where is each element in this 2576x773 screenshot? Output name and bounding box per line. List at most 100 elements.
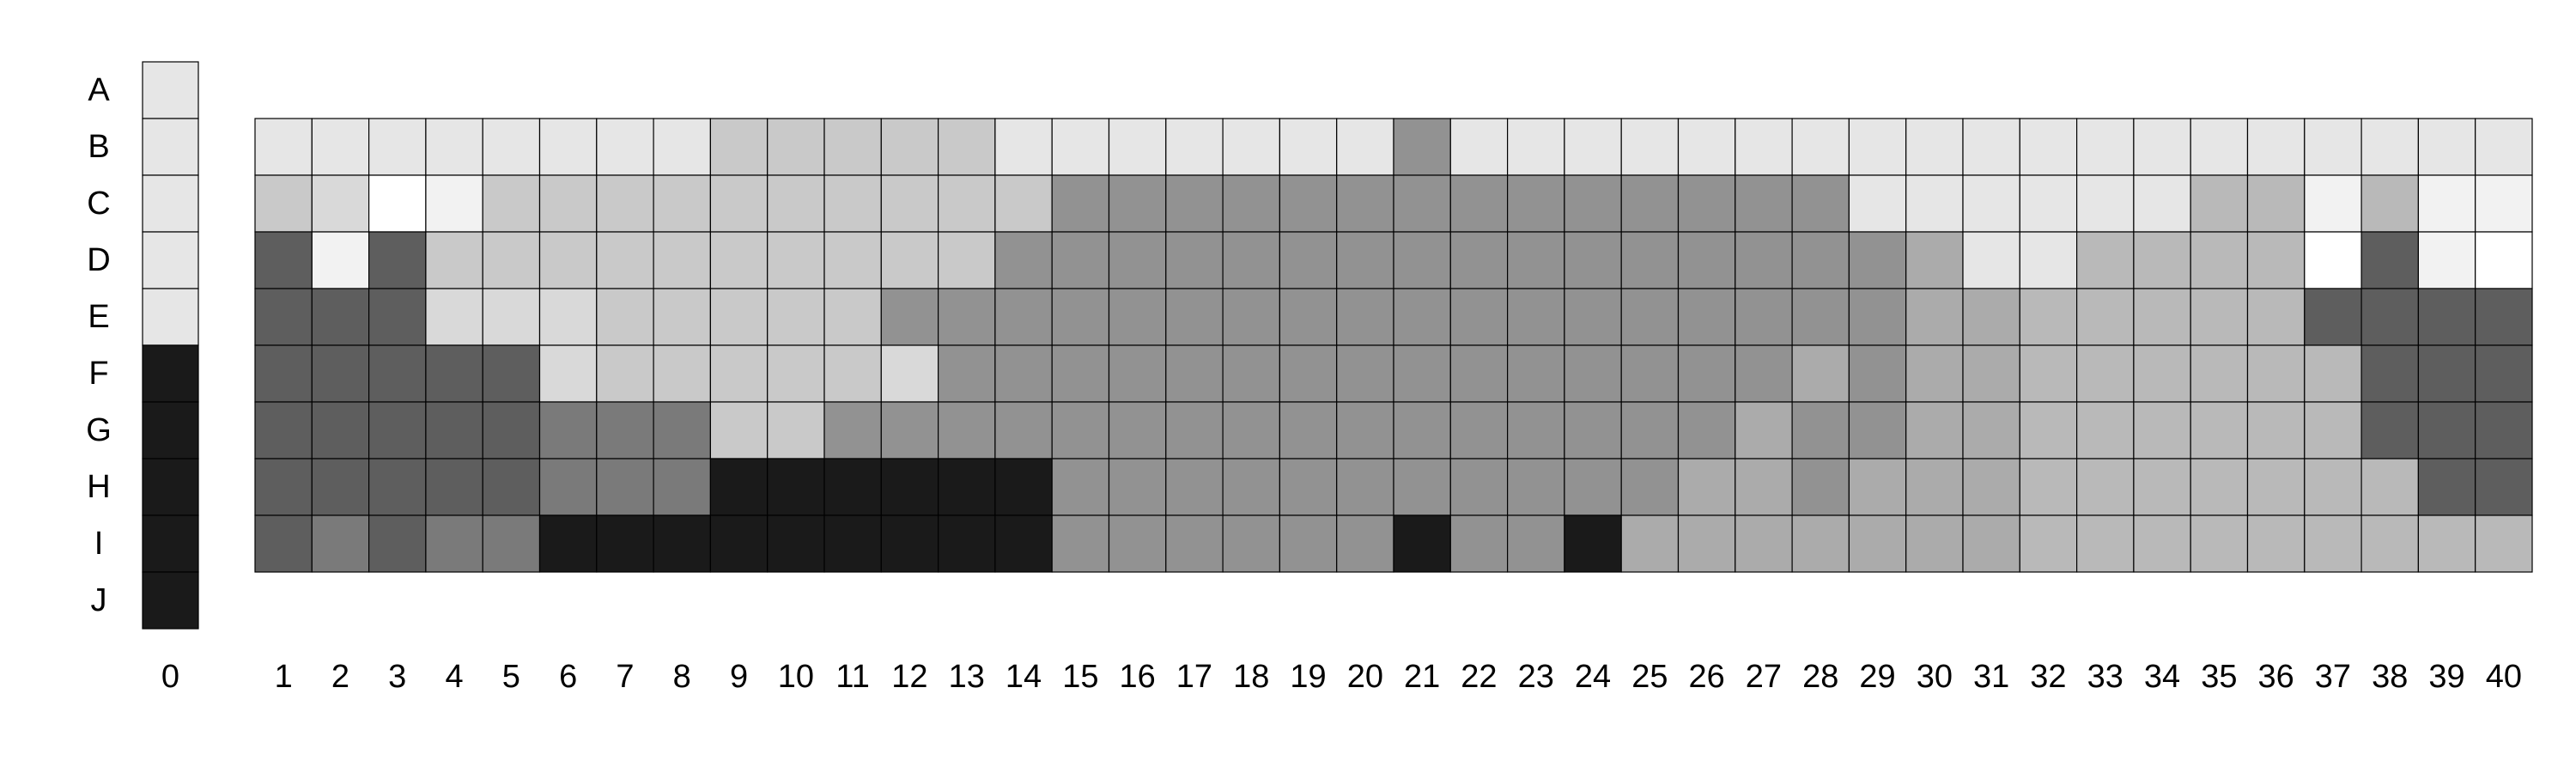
cell-D-9 [709,231,769,289]
cell-B-29 [1848,118,1907,176]
cell-D-27 [1735,231,1793,289]
cell-B-21 [1393,118,1451,176]
cell-G-6 [538,401,598,460]
cell-E-20 [1336,288,1394,346]
cell-G-29 [1848,401,1907,460]
cell-H-39 [2417,458,2476,516]
cell-D-38 [2360,231,2420,289]
cell-I-31 [1962,514,2020,573]
cell-C-30 [1905,174,1964,233]
cell-H-32 [2019,458,2078,516]
cell-I-30 [1905,514,1964,573]
cell-I-0 [142,514,199,573]
cell-B-20 [1336,118,1394,176]
cell-F-40 [2475,344,2533,403]
cell-H-23 [1506,458,1565,516]
cell-D-17 [1165,231,1224,289]
cell-G-21 [1393,401,1451,460]
cell-H-25 [1620,458,1680,516]
column-label-12: 12 [891,659,927,695]
cell-H-28 [1791,458,1850,516]
cell-B-39 [2417,118,2476,176]
cell-H-1 [254,458,313,516]
cell-I-1 [254,514,313,573]
cell-C-2 [311,174,370,233]
cell-G-1 [254,401,313,460]
cell-E-2 [311,288,370,346]
cell-C-15 [1051,174,1110,233]
column-label-17: 17 [1176,659,1212,695]
column-label-9: 9 [730,659,748,695]
cell-H-10 [767,458,825,516]
cell-F-32 [2019,344,2078,403]
cell-B-5 [482,118,541,176]
cell-D-21 [1393,231,1451,289]
cell-E-23 [1506,288,1565,346]
column-label-38: 38 [2372,659,2408,695]
column-label-7: 7 [616,659,634,695]
cell-F-11 [823,344,882,403]
cell-B-31 [1962,118,2020,176]
column-label-28: 28 [1802,659,1838,695]
cell-D-7 [596,231,654,289]
column-label-2: 2 [331,659,349,695]
row-label-G: G [86,412,112,448]
cell-I-35 [2190,514,2249,573]
cell-B-16 [1108,118,1167,176]
cell-F-19 [1279,344,1338,403]
cell-D-29 [1848,231,1907,289]
cell-D-34 [2133,231,2191,289]
cell-E-16 [1108,288,1167,346]
cell-B-33 [2076,118,2135,176]
cell-I-22 [1449,514,1509,573]
cell-C-21 [1393,174,1451,233]
cell-G-25 [1620,401,1680,460]
cell-E-37 [2304,288,2362,346]
cell-I-40 [2475,514,2533,573]
cell-D-23 [1506,231,1565,289]
row-label-A: A [88,72,110,108]
cell-F-2 [311,344,370,403]
cell-E-22 [1449,288,1509,346]
cell-C-7 [596,174,654,233]
cell-J-0 [142,571,199,630]
cell-D-14 [994,231,1053,289]
cell-C-9 [709,174,769,233]
cell-E-31 [1962,288,2020,346]
column-label-1: 1 [275,659,293,695]
cell-H-0 [142,458,199,516]
column-label-36: 36 [2258,659,2294,695]
cell-B-25 [1620,118,1680,176]
cell-H-4 [425,458,483,516]
cell-B-28 [1791,118,1850,176]
column-label-10: 10 [778,659,814,695]
cell-I-12 [880,514,939,573]
cell-D-5 [482,231,541,289]
cell-B-40 [2475,118,2533,176]
cell-H-31 [1962,458,2020,516]
cell-I-11 [823,514,882,573]
column-label-37: 37 [2315,659,2351,695]
cell-H-9 [709,458,769,516]
row-label-J: J [91,582,107,618]
cell-I-4 [425,514,483,573]
cell-H-37 [2304,458,2362,516]
cell-G-26 [1677,401,1736,460]
column-label-14: 14 [1005,659,1042,695]
row-label-F: F [88,356,108,392]
cell-G-39 [2417,401,2476,460]
cell-G-22 [1449,401,1509,460]
cell-C-24 [1564,174,1622,233]
column-label-34: 34 [2144,659,2180,695]
cell-F-1 [254,344,313,403]
cell-F-31 [1962,344,2020,403]
cell-I-34 [2133,514,2191,573]
cell-I-18 [1222,514,1280,573]
cell-B-8 [653,118,711,176]
cell-I-29 [1848,514,1907,573]
cell-G-9 [709,401,769,460]
cell-B-24 [1564,118,1622,176]
column-label-3: 3 [388,659,406,695]
row-label-E: E [88,299,109,335]
cell-I-37 [2304,514,2362,573]
